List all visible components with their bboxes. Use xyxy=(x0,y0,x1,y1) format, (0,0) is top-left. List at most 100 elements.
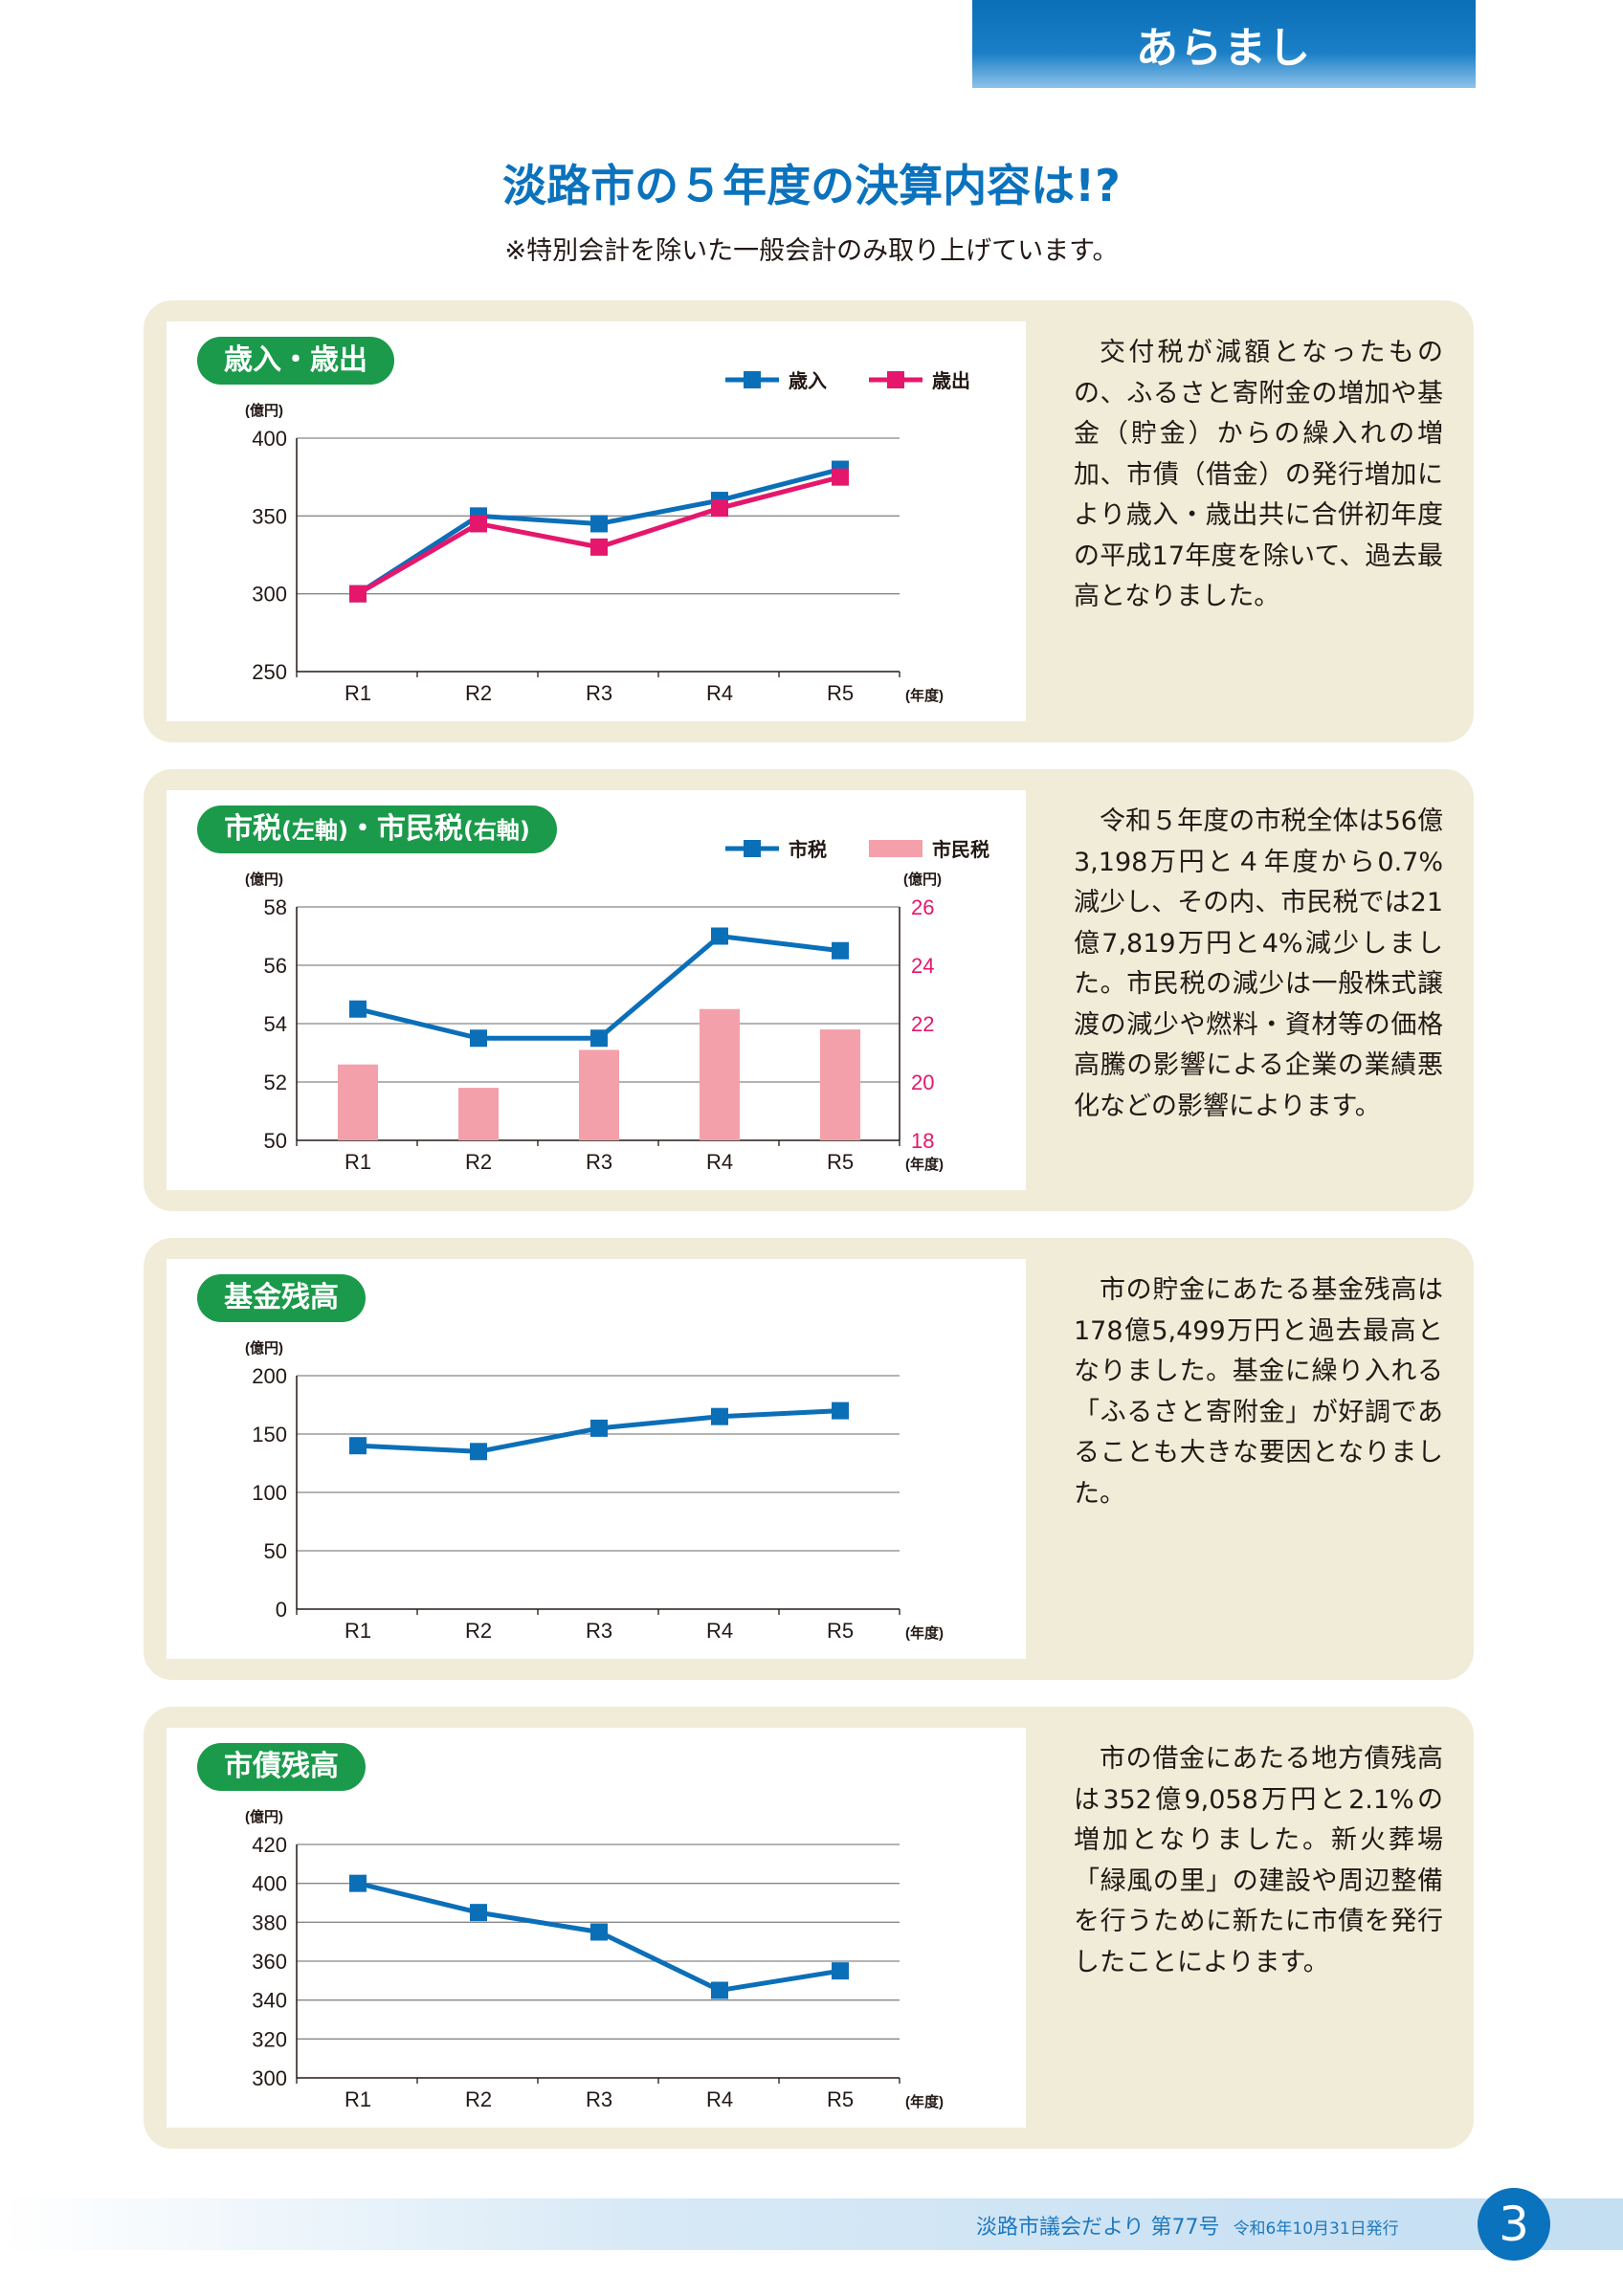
y2-tick-label: 18 xyxy=(911,1129,934,1153)
chart-city-tax: 50 52 54 56 58 R1 R2 R3 R4 R5 (億円) (年度) 18 20 22 24 26 (億… xyxy=(245,838,989,1174)
x-unit-label: (年度) xyxy=(905,2093,944,2110)
series-line xyxy=(357,934,841,1041)
x-tick-label: R4 xyxy=(706,681,733,705)
y-tick-label: 100 xyxy=(252,1481,287,1505)
data-point xyxy=(590,538,608,556)
y-unit-label: (億円) xyxy=(245,1808,283,1825)
x-tick-label: R2 xyxy=(465,1619,492,1643)
bar xyxy=(338,1064,378,1140)
data-point xyxy=(832,468,849,486)
x-unit-label: (年度) xyxy=(905,1156,944,1173)
chart-title: 市債残高 xyxy=(224,1750,339,1783)
x-tick-label: R2 xyxy=(465,1150,492,1174)
series-line xyxy=(356,475,841,596)
bar xyxy=(820,1029,860,1140)
data-point xyxy=(470,1443,487,1461)
chart-title-pill: 市債残高 xyxy=(197,1743,366,1791)
chart-fund-balance: 0 50 100 150 200 R1 R2 R3 R4 R5 (億円) (年度) xyxy=(245,1339,944,1643)
data-point xyxy=(349,1437,367,1455)
x-tick-label: R3 xyxy=(586,1619,612,1643)
chart-box-3: 0 50 100 150 200 R1 R2 R3 R4 R5 (億円) (年度) 基金残高 xyxy=(167,1259,1026,1659)
y-tick-label: 54 xyxy=(264,1012,287,1036)
chart-title-note-right: (右軸) xyxy=(462,817,530,844)
y-tick-label: 320 xyxy=(252,2027,287,2051)
y2-tick-label: 24 xyxy=(911,954,934,978)
data-point xyxy=(590,515,608,533)
y-tick-label: 400 xyxy=(252,427,287,451)
y-tick-label: 400 xyxy=(252,1872,287,1896)
legend-swatch-marker xyxy=(744,840,761,857)
x-tick-label: R1 xyxy=(345,681,371,705)
x-tick-label: R1 xyxy=(345,1150,371,1174)
legend-label: 市税 xyxy=(789,838,827,861)
footer-date: 令和6年10月31日発行 xyxy=(1233,2219,1399,2239)
bar xyxy=(458,1088,499,1140)
data-point xyxy=(590,1029,608,1048)
data-point xyxy=(590,1923,608,1941)
chart-box-2: 50 52 54 56 58 R1 R2 R3 R4 R5 (億円) (年度) 18 20 22 24 26 (億… xyxy=(167,790,1026,1190)
chart-title: 基金残高 xyxy=(224,1281,339,1314)
y-tick-label: 300 xyxy=(252,583,287,607)
data-point xyxy=(832,1962,849,1980)
y-tick-label: 52 xyxy=(264,1071,287,1094)
page-subtitle: ※特別会計を除いた一般会計のみ取り上げています。 xyxy=(504,236,1119,266)
section-tab-label: あらまし xyxy=(1136,24,1312,73)
legend-swatch xyxy=(869,840,923,857)
x-tick-label: R1 xyxy=(345,2087,371,2111)
data-point xyxy=(711,927,728,945)
description-4: 市の借金にあたる地方債残高は352億9,058万円と2.1%の増加となりました。… xyxy=(1074,1744,1443,1977)
chart-bond-balance: 300 320 340 360 380 400 420 R1 R2 R3 R4 R5 (億円) (年度) xyxy=(245,1808,944,2111)
chart-title: 市税 xyxy=(224,812,281,846)
panel-fund-balance: 0 50 100 150 200 R1 R2 R3 R4 R5 (億円) (年度) 基金残高 市の貯金… xyxy=(144,1238,1474,1680)
data-point xyxy=(349,1000,367,1018)
chart-title: 歳入・歳出 xyxy=(224,343,367,377)
y2-unit-label: (億円) xyxy=(903,871,942,888)
y-tick-label: 50 xyxy=(264,1129,287,1153)
chart-title-pill: 市税(左軸)・市民税(右軸) xyxy=(197,806,557,853)
x-tick-label: R4 xyxy=(706,2087,733,2111)
x-tick-label: R3 xyxy=(586,1150,612,1174)
footer-text: 淡路市議会だより 第77号 令和6年10月31日発行 xyxy=(976,2210,1399,2241)
data-point xyxy=(590,1419,608,1437)
data-point xyxy=(711,1981,728,1999)
data-point xyxy=(711,499,728,518)
x-tick-label: R3 xyxy=(586,681,612,705)
chart-title-mid: ・市民税 xyxy=(347,812,463,846)
x-tick-label: R4 xyxy=(706,1150,733,1174)
y-tick-label: 50 xyxy=(264,1539,287,1563)
panel-revenue-expenditure: 250 300 350 400 R1 R2 R3 R4 R5 (億円) (年度) 歳入 歳出 歳入・歳出… xyxy=(144,300,1474,742)
x-tick-label: R2 xyxy=(465,2087,492,2111)
panel-bond-balance: 300 320 340 360 380 400 420 R1 R2 R3 R4 R5 (億円) (年度) … xyxy=(144,1707,1474,2149)
y-tick-label: 56 xyxy=(264,954,287,978)
legend-swatch-marker xyxy=(744,371,761,388)
section-tab: あらまし xyxy=(972,0,1476,88)
y-tick-label: 58 xyxy=(264,895,287,919)
x-tick-label: R1 xyxy=(345,1619,371,1643)
x-tick-label: R4 xyxy=(706,1619,733,1643)
x-unit-label: (年度) xyxy=(905,1624,944,1642)
x-tick-label: R5 xyxy=(827,2087,854,2111)
y-tick-label: 340 xyxy=(252,1989,287,2013)
y-tick-label: 300 xyxy=(252,2066,287,2090)
panel-city-tax: 50 52 54 56 58 R1 R2 R3 R4 R5 (億円) (年度) 18 20 22 24 26 (億… xyxy=(144,769,1474,1211)
y-tick-label: 200 xyxy=(252,1364,287,1388)
x-tick-label: R5 xyxy=(827,1150,854,1174)
legend-label: 歳出 xyxy=(932,369,970,392)
description-1: 交付税が減額となったものの、ふるさと寄附金の増加や基金（貯金）からの繰入れの増加… xyxy=(1074,338,1443,611)
data-point xyxy=(832,1402,849,1420)
y-tick-label: 250 xyxy=(252,660,287,684)
page-title: 淡路市の５年度の決算内容は!? xyxy=(502,160,1121,211)
y-tick-label: 150 xyxy=(252,1423,287,1446)
data-point xyxy=(349,1874,367,1892)
y-unit-label: (億円) xyxy=(245,1339,283,1357)
chart-box-1: 250 300 350 400 R1 R2 R3 R4 R5 (億円) (年度) 歳入 歳出 歳入・歳出 xyxy=(167,321,1026,721)
footer-bar xyxy=(0,2198,1623,2250)
page-number: 3 xyxy=(1478,2188,1550,2261)
chart-title-pill: 基金残高 xyxy=(197,1274,366,1322)
y-tick-label: 420 xyxy=(252,1833,287,1857)
data-point xyxy=(349,585,367,603)
legend-swatch-marker xyxy=(887,371,904,388)
y2-tick-label: 22 xyxy=(911,1012,934,1036)
data-point xyxy=(832,941,849,960)
data-point xyxy=(711,1407,728,1425)
